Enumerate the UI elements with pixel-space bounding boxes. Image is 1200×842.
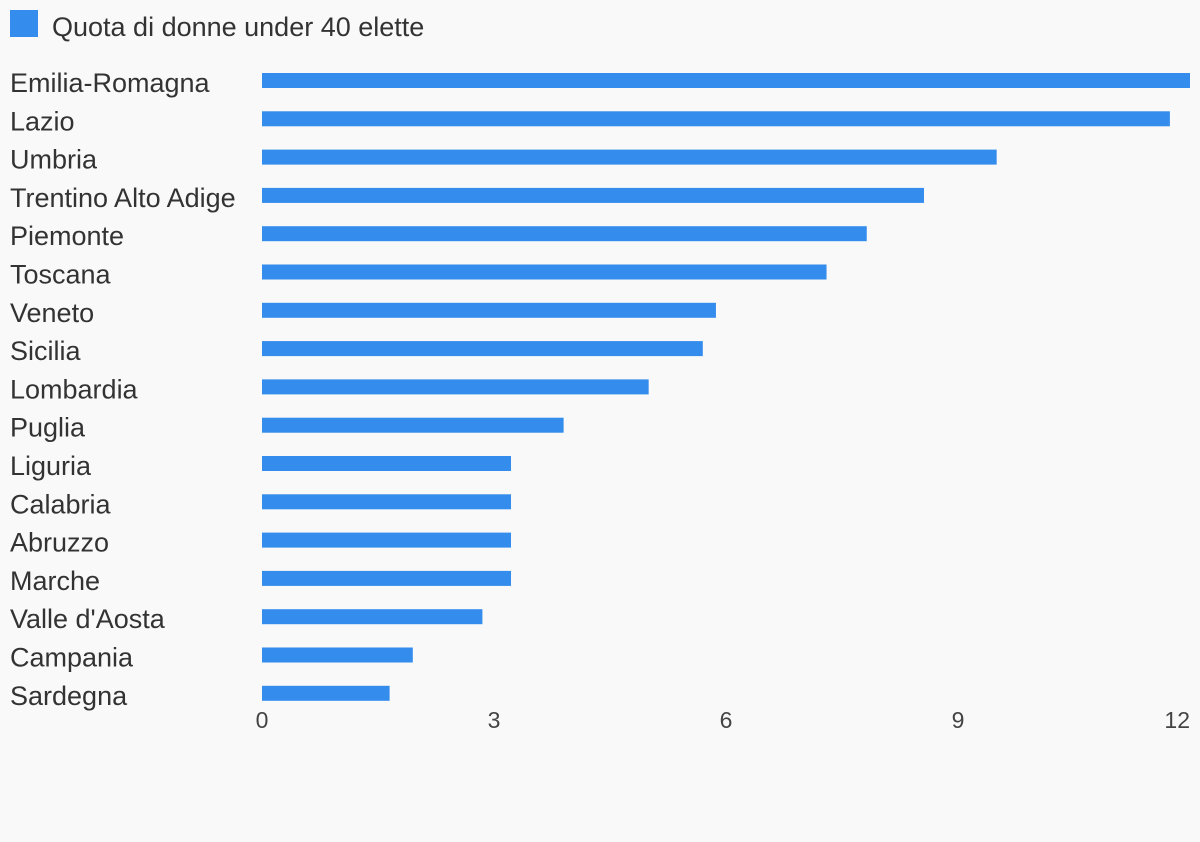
category-label: Emilia-Romagna — [10, 68, 211, 98]
bar — [262, 532, 512, 548]
category-label: Veneto — [10, 298, 94, 328]
x-tick-label: 0 — [256, 707, 269, 733]
category-label: Lazio — [10, 106, 75, 136]
bar — [262, 609, 483, 625]
legend-swatch — [10, 10, 38, 37]
bar — [262, 187, 924, 203]
category-label: Trentino Alto Adige — [10, 183, 236, 213]
category-label: Piemonte — [10, 221, 124, 251]
bar — [262, 570, 512, 586]
category-label: Campania — [10, 643, 134, 673]
bar — [262, 226, 867, 242]
bar — [262, 341, 703, 357]
bar — [262, 264, 827, 280]
category-label: Valle d'Aosta — [10, 604, 166, 634]
bar — [262, 379, 649, 395]
category-label: Liguria — [10, 451, 92, 481]
bars — [262, 73, 1190, 701]
bar — [262, 647, 413, 663]
x-axis-ticks: 0 3 6 9 12 — [256, 707, 1190, 733]
bar — [262, 417, 564, 433]
category-label: Marche — [10, 566, 100, 596]
category-label: Sicilia — [10, 336, 82, 366]
x-tick-label: 6 — [720, 707, 733, 733]
x-tick-label: 12 — [1164, 707, 1190, 733]
bar — [262, 302, 716, 318]
category-label: Puglia — [10, 413, 86, 443]
legend: Quota di donne under 40 elette — [10, 10, 424, 42]
category-label: Calabria — [10, 489, 112, 519]
category-label: Sardegna — [10, 681, 128, 711]
bar — [262, 111, 1170, 127]
category-label: Toscana — [10, 260, 112, 290]
bar — [262, 456, 512, 471]
x-tick-label: 3 — [488, 707, 501, 733]
bar — [262, 149, 997, 165]
category-label: Abruzzo — [10, 528, 109, 558]
category-label: Lombardia — [10, 374, 139, 404]
x-tick-label: 9 — [952, 707, 965, 733]
legend-label: Quota di donne under 40 elette — [52, 12, 424, 42]
bar — [262, 73, 1190, 88]
bar — [262, 494, 512, 510]
bar — [262, 685, 390, 701]
category-label: Umbria — [10, 145, 98, 175]
category-labels: Emilia-Romagna Lazio Umbria Trentino Alto A… — [10, 68, 236, 711]
